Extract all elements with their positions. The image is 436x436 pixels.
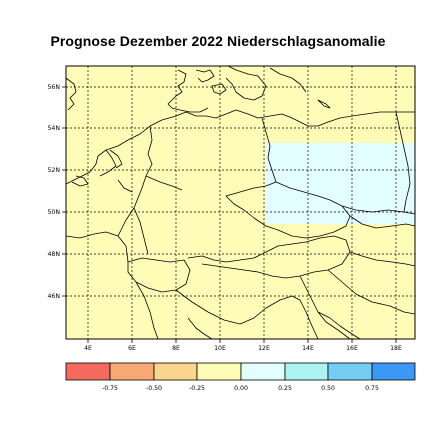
lat-label-52n: 52N [47,167,60,174]
lat-label-54n: 54N [47,125,60,132]
legend-swatch-4 [196,362,242,381]
longitude-labels: 4E 6E 8E 10E 12E 14E 16E 18E [84,345,402,352]
map-title: Prognose Dezember 2022 Niederschlagsanom… [50,33,386,49]
latitude-labels: 56N 54N 52N 50N 48N 46N [47,84,60,300]
lat-label-46n: 46N [47,293,60,300]
lon-label-4e: 4E [84,345,92,352]
lon-label-10e: 10E [214,345,226,352]
legend-label-4: 0.00 [234,385,248,392]
lon-label-6e: 6E [128,345,136,352]
legend-swatch-3 [153,362,198,381]
lon-label-8e: 8E [172,345,180,352]
lat-label-48n: 48N [47,251,60,258]
legend-label-2: -0.50 [146,385,162,392]
color-legend: -0.75 -0.50 -0.25 0.00 0.25 0.50 0.75 [65,362,416,392]
coastlines-borders [65,65,416,340]
legend-swatch-1 [65,362,111,381]
lon-label-14e: 14E [302,345,314,352]
legend-label-3: -0.25 [189,385,205,392]
lon-label-12e: 12E [258,345,270,352]
lat-label-56n: 56N [47,84,60,91]
lon-label-18e: 18E [390,345,402,352]
legend-swatch-8 [371,362,416,381]
legend-label-5: 0.25 [278,385,292,392]
map-frame [65,65,416,340]
axis-ticks [62,86,397,343]
legend-label-6: 0.50 [321,385,335,392]
legend-swatch-6 [284,362,329,381]
legend-swatch-7 [327,362,373,381]
map-panel: 56N 54N 52N 50N 48N 46N 4E 6E 8E 10E 12E… [47,65,416,352]
legend-swatch-2 [109,362,155,381]
lon-label-16e: 16E [346,345,358,352]
gridlines [66,66,415,339]
legend-label-1: -0.75 [102,385,118,392]
legend-swatch-5 [240,362,286,381]
legend-label-7: 0.75 [365,385,379,392]
lat-label-50n: 50N [47,209,60,216]
anomaly-region-east [266,143,415,224]
